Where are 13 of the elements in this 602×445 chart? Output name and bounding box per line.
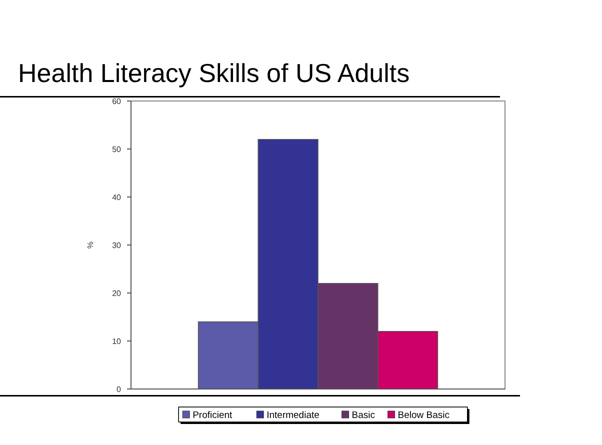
y-tick-label: 10 [112, 336, 122, 346]
y-axis-title: % [86, 241, 95, 249]
legend-label: Below Basic [398, 410, 450, 421]
y-tick-label: 60 [112, 96, 122, 106]
chart-title: Health Literacy Skills of US Adults [18, 58, 410, 88]
y-tick-label: 0 [116, 384, 122, 394]
legend-label: Proficient [192, 410, 233, 421]
y-tick-label: 20 [112, 288, 122, 298]
y-tick-label: 40 [112, 192, 122, 202]
y-tick-label: 50 [112, 144, 122, 154]
legend-label: Basic [352, 410, 376, 421]
y-tick-label: 30 [112, 240, 122, 250]
legend-label: Intermediate [266, 410, 320, 421]
